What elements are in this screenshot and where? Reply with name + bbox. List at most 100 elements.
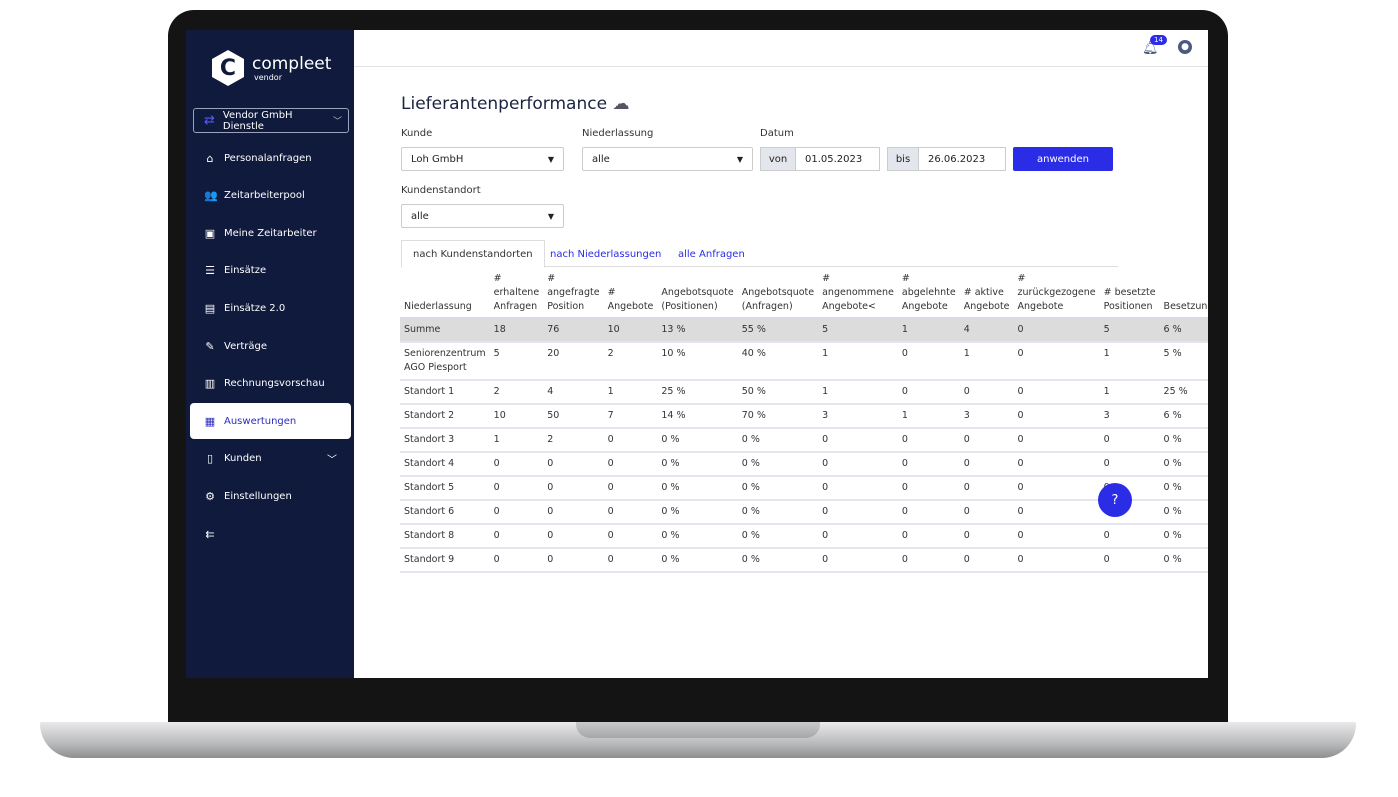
sidebar-item-label: Meine Zeitarbeiter: [224, 227, 317, 239]
column-header[interactable]: # besetzte Positionen: [1099, 270, 1160, 319]
column-header[interactable]: # abgelehnte Angebote: [897, 270, 960, 319]
table-cell: 0: [489, 548, 544, 573]
column-header-line: Besetzungsqu: [1163, 301, 1208, 312]
von-date-input[interactable]: 01.05.2023: [795, 147, 880, 171]
sidebar-item-kunden[interactable]: ▯ Kunden ﹀: [190, 441, 351, 477]
table-cell: 76: [543, 318, 604, 343]
column-header[interactable]: Angebotsquote (Positionen): [657, 270, 738, 319]
tab-kundenstandorte[interactable]: nach Kundenstandorten: [401, 240, 545, 268]
table-cell: 5: [489, 342, 544, 381]
table-row: Standort 2 10 50 7 14 % 70 % 3 1 3 0 3 6 %: [400, 404, 1208, 429]
table-cell: Standort 6: [400, 500, 490, 525]
table-cell: 0: [603, 524, 658, 549]
sidebar-item-rechnungsvorschau[interactable]: ▥ Rechnungsvorschau: [190, 366, 351, 402]
table-cell: 0 %: [737, 524, 819, 549]
table-cell: 1: [897, 318, 960, 343]
logo[interactable]: C compleet vendor: [212, 50, 331, 86]
table-cell: 0 %: [1159, 452, 1208, 477]
collapse-sidebar-button[interactable]: ⇇: [190, 516, 351, 552]
table-icon: ▦: [204, 414, 216, 428]
table-cell: 0 %: [1159, 476, 1208, 501]
table-cell: 1: [959, 342, 1014, 381]
table-cell: 0: [489, 476, 544, 501]
column-header[interactable]: Besetzungsqu: [1159, 270, 1208, 319]
column-header[interactable]: # zurückgezogene Angebote: [1013, 270, 1100, 319]
table-cell: 0 %: [737, 500, 819, 525]
table-cell: 0 %: [737, 428, 819, 453]
table-cell: 0: [818, 476, 898, 501]
column-header-line: Position: [547, 301, 585, 312]
table-cell: 0 %: [657, 500, 738, 525]
kunde-label: Kunde: [401, 128, 433, 139]
table-cell: 0 %: [1159, 428, 1208, 453]
sidebar-item-eins-tze[interactable]: ☰ Einsätze: [190, 253, 351, 289]
column-header[interactable]: # angenommene Angebote<: [818, 270, 898, 319]
niederlassung-select[interactable]: alle ▼: [582, 147, 753, 171]
table-cell: 0 %: [657, 452, 738, 477]
caret-down-icon: ▼: [736, 154, 743, 164]
table-cell: 0: [1013, 404, 1100, 429]
table-cell: 0: [543, 548, 604, 573]
table-cell: 0: [818, 428, 898, 453]
sidebar-item-meine-zeitarbeiter[interactable]: ▣ Meine Zeitarbeiter: [190, 215, 351, 251]
table-cell: 3: [818, 404, 898, 429]
sidebar-item-auswertungen[interactable]: ▦ Auswertungen: [190, 403, 351, 440]
sidebar-item-einstellungen[interactable]: ⚙ Einstellungen: [190, 478, 351, 514]
column-header-line: (Positionen): [661, 301, 718, 312]
sidebar-item-eins-tze-2-0[interactable]: ▤ Einsätze 2.0: [190, 290, 351, 326]
table-cell: 0 %: [657, 524, 738, 549]
kunde-select[interactable]: Loh GmbH ▼: [401, 147, 564, 171]
user-icon[interactable]: ●: [1178, 40, 1192, 54]
sidebar-item-personalanfragen[interactable]: ⌂ Personalanfragen: [190, 140, 351, 176]
table-cell: 0: [1013, 548, 1100, 573]
column-header[interactable]: # aktive Angebote: [959, 270, 1014, 319]
table-cell: 0: [897, 476, 960, 501]
vendor-select[interactable]: ⇄ Vendor GmbH Dienstle ﹀: [193, 108, 349, 133]
page-title-text: Lieferantenperformance: [401, 94, 608, 114]
screen: C compleet vendor ⇄ Vendor GmbH Dienstle …: [186, 30, 1208, 678]
table-cell: Standort 8: [400, 524, 490, 549]
table-cell: 0 %: [657, 548, 738, 573]
table-row: Standort 1 2 4 1 25 % 50 % 1 0 0 0 1 25 %: [400, 380, 1208, 405]
sidebar-item-label: Einsätze 2.0: [224, 302, 286, 314]
column-header[interactable]: # Angebote: [603, 270, 658, 319]
cloud-download-icon[interactable]: ☁: [612, 94, 630, 114]
table-cell: 20: [543, 342, 604, 381]
table-cell: Standort 4: [400, 452, 490, 477]
column-header[interactable]: # erhaltene Anfragen: [489, 270, 544, 319]
sidebar-item-label: Kunden: [224, 453, 262, 465]
sidebar-item-zeitarbeiterpool[interactable]: 👥 Zeitarbeiterpool: [190, 178, 351, 214]
help-button[interactable]: ?: [1098, 483, 1132, 517]
table-cell: 0: [489, 452, 544, 477]
table-cell: 0: [897, 342, 960, 381]
table-cell: 0: [1013, 428, 1100, 453]
table-cell: 0: [603, 500, 658, 525]
kundenstandort-label: Kundenstandort: [401, 185, 481, 196]
column-header[interactable]: Angebotsquote (Anfragen): [737, 270, 819, 319]
table-cell: 0: [1013, 342, 1100, 381]
tab-bar: nach Kundenstandorten nach Niederlassung…: [401, 240, 1118, 268]
kundenstandort-select[interactable]: alle ▼: [401, 204, 564, 228]
table-cell: 0: [1099, 428, 1160, 453]
column-header-line: Angebote<: [822, 301, 876, 312]
tab-niederlassungen[interactable]: nach Niederlassungen: [550, 248, 662, 260]
bis-date-input[interactable]: 26.06.2023: [918, 147, 1006, 171]
datum-label: Datum: [760, 128, 794, 139]
table-cell: 0: [543, 524, 604, 549]
collapse-icon: ⇇: [205, 527, 215, 541]
bis-label: bis: [887, 147, 919, 171]
page-title: Lieferantenperformance ☁: [401, 94, 629, 114]
column-header[interactable]: Niederlassung: [400, 270, 490, 319]
sidebar-item-vertr-ge[interactable]: ✎ Verträge: [190, 328, 351, 364]
chevron-down-icon: ﹀: [332, 117, 342, 127]
table-cell: 0: [818, 500, 898, 525]
table-cell: 4: [543, 380, 604, 405]
column-header[interactable]: # angefragte Position: [543, 270, 604, 319]
table-cell: 0 %: [737, 476, 819, 501]
table-cell: 0: [1099, 524, 1160, 549]
table-cell: 0 %: [737, 548, 819, 573]
tab-alle-anfragen[interactable]: alle Anfragen: [678, 248, 745, 260]
apply-button[interactable]: anwenden: [1013, 147, 1113, 171]
